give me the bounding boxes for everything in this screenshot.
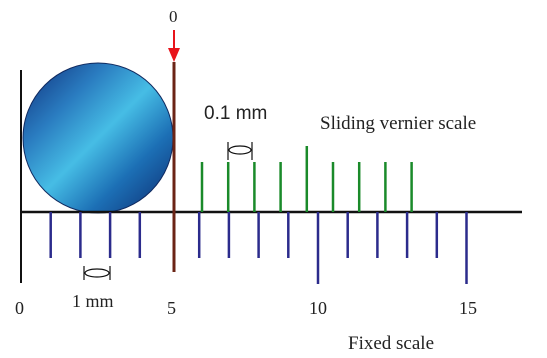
fixed-scale-label: Fixed scale — [348, 333, 435, 354]
vernier-resolution-label: 0.1 mm — [204, 103, 268, 124]
measured-ball — [22, 62, 174, 214]
fixed-tick-label-15: 15 — [459, 298, 477, 318]
fixed-tick-label-10: 10 — [309, 298, 327, 318]
zero-pointer-arrowhead — [168, 48, 180, 62]
pointer-zero-label: 0 — [169, 7, 178, 26]
vernier-spacing-marker — [227, 142, 253, 160]
fixed-unit-label: 1 mm — [72, 291, 114, 311]
fixed-tick-label-5: 5 — [167, 298, 176, 318]
vernier-scale-label: Sliding vernier scale — [320, 113, 477, 134]
fixed-spacing-marker — [83, 266, 111, 280]
fixed-tick-label-0: 0 — [15, 298, 24, 318]
